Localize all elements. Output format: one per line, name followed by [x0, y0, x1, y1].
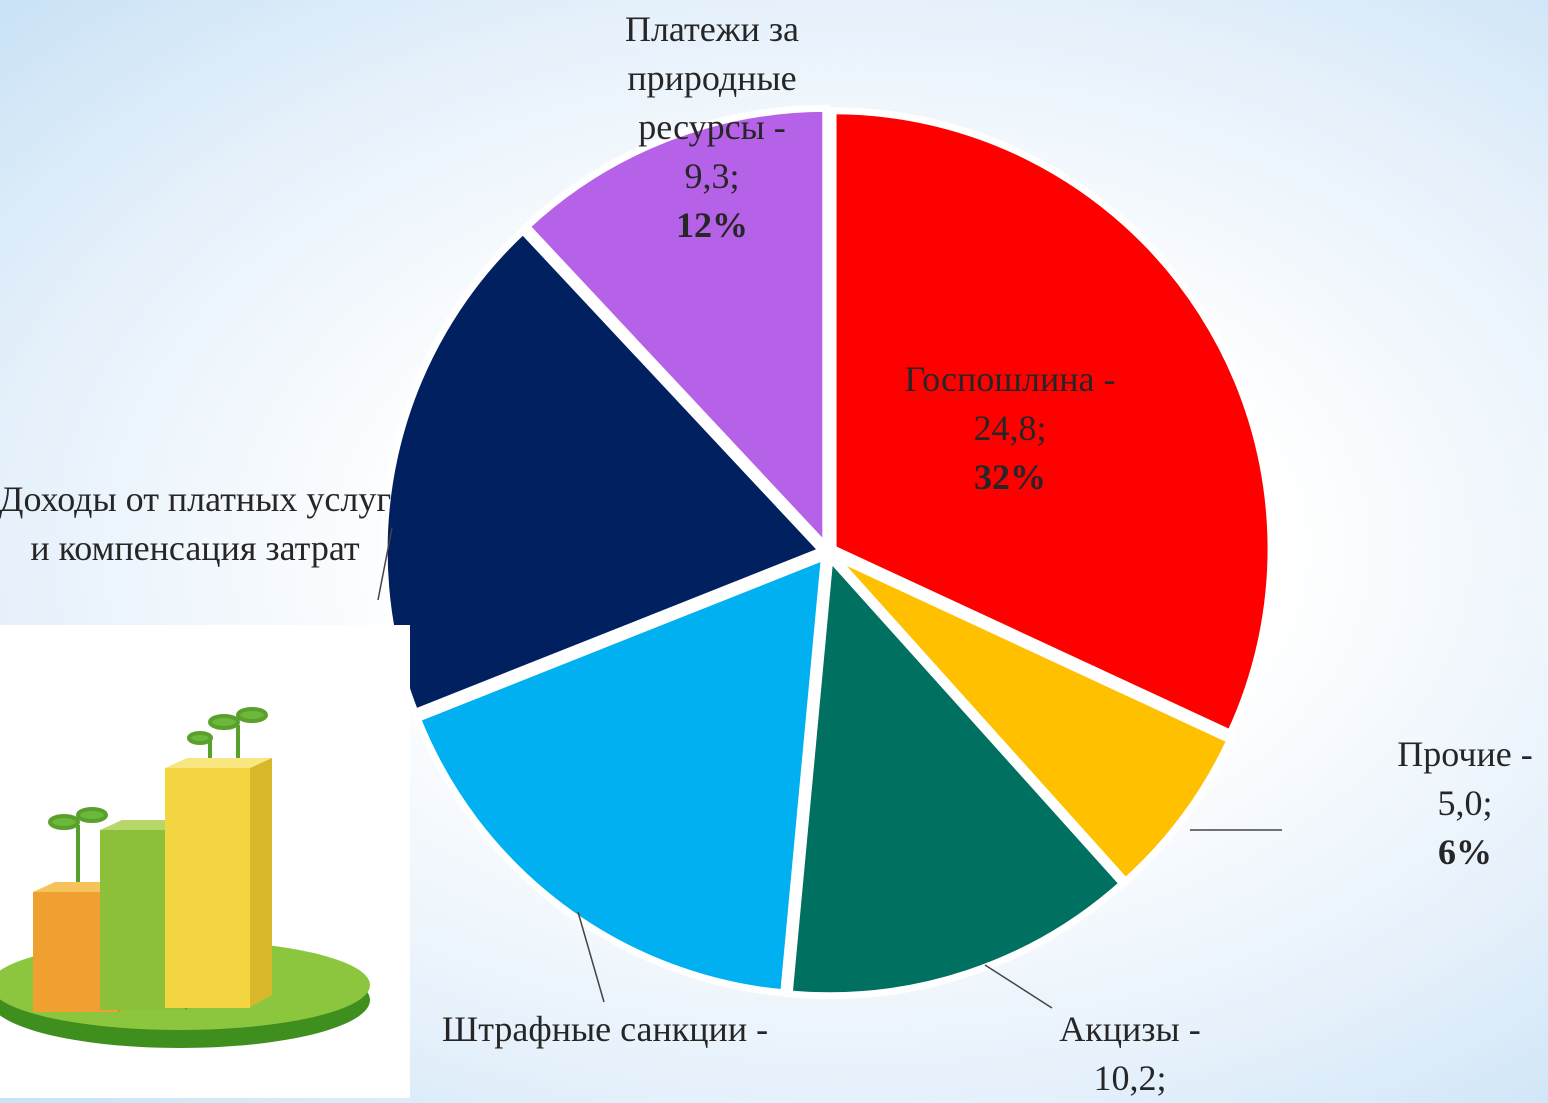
leader-line: [577, 911, 605, 1003]
bar: [165, 768, 250, 1008]
slice: [829, 107, 1275, 738]
data-label: Госпошлина - 24,8; 32%: [865, 355, 1155, 502]
decorative-image: [0, 625, 410, 1098]
percent-label: 12%: [676, 205, 748, 245]
percent-label: 6%: [1438, 832, 1492, 872]
data-label: Штрафные санкции -: [405, 1005, 805, 1054]
data-label: Доходы от платных услуг и компенсация за…: [0, 475, 395, 573]
category-label: Прочие -: [1397, 734, 1533, 774]
value-label: 24,8;: [973, 408, 1047, 448]
bar-side: [250, 758, 272, 1007]
value-label: 5,0;: [1437, 783, 1493, 823]
data-label: Акцизы - 10,2;: [1030, 1005, 1230, 1103]
slice: [830, 552, 1235, 887]
category-label: Госпошлина -: [904, 359, 1116, 399]
sprouts: [48, 707, 268, 882]
category-label: Акцизы -: [1059, 1009, 1201, 1049]
percent-label: 32%: [974, 457, 1046, 497]
category-label: Штрафные санкции -: [441, 1009, 769, 1049]
category-label: Доходы от платных услуг и компенсация за…: [0, 479, 392, 568]
leader-line: [984, 964, 1053, 1009]
slice: [412, 551, 829, 997]
leader-lines: [377, 527, 1282, 1009]
data-label: Прочие - 5,0; 6%: [1380, 730, 1548, 877]
data-label: Платежи за природные ресурсы - 9,3; 12%: [587, 5, 837, 250]
slice: [521, 104, 830, 556]
value-label: 10,2;: [1093, 1058, 1167, 1098]
pie: [380, 104, 1275, 1000]
slice: [785, 549, 1128, 1000]
leader-line: [377, 527, 393, 601]
bar-top: [165, 758, 272, 768]
value-label: 9,3;: [684, 156, 740, 196]
category-label: Платежи за природные ресурсы -: [624, 9, 800, 147]
